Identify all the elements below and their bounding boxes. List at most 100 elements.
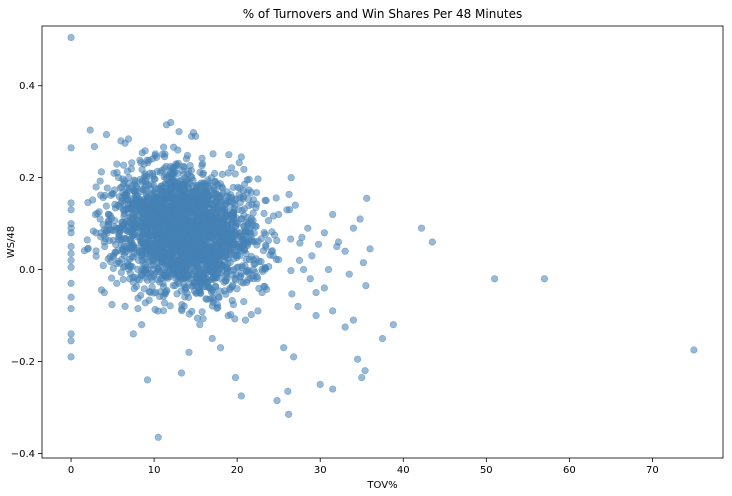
scatter-point: [96, 215, 104, 223]
scatter-point: [312, 311, 320, 320]
x-axis-ticks: 0 10 20 30 40 50 60 70: [68, 458, 659, 476]
scatter-point: [138, 250, 146, 258]
scatter-point: [200, 235, 208, 243]
scatter-point: [198, 308, 206, 316]
y-tick-label: 0.4: [19, 81, 35, 92]
scatter-point: [356, 215, 364, 223]
scatter-point: [273, 396, 281, 405]
scatter-point: [254, 307, 262, 315]
scatter-point: [150, 289, 158, 297]
scatter-point: [690, 346, 698, 354]
scatter-point: [244, 269, 253, 277]
scatter-point: [67, 263, 75, 271]
scatter-point: [248, 221, 256, 229]
y-tick-label: 0.0: [19, 265, 35, 276]
scatter-point: [67, 33, 75, 42]
scatter-point: [125, 255, 134, 263]
scatter-point: [349, 224, 358, 232]
scatter-point: [166, 213, 174, 221]
scatter-point: [237, 153, 245, 161]
scatter-point: [254, 237, 262, 245]
scatter-point: [158, 242, 167, 250]
scatter-point: [361, 367, 369, 375]
scatter-point: [202, 201, 210, 209]
scatter-point: [157, 275, 165, 283]
scatter-point: [272, 255, 280, 263]
scatter-point: [275, 210, 283, 219]
scatter-point: [208, 275, 216, 283]
scatter-point: [362, 282, 370, 290]
x-tick-label: 30: [314, 465, 327, 476]
scatter-point: [101, 242, 109, 251]
scatter-point: [173, 290, 181, 298]
x-tick-label: 70: [646, 465, 659, 476]
scatter-point: [272, 194, 280, 202]
scatter-point: [119, 161, 128, 169]
scatter-point: [92, 247, 100, 255]
scatter-point: [210, 189, 218, 197]
scatter-point: [202, 274, 210, 283]
scatter-point: [417, 224, 426, 232]
scatter-point: [199, 214, 207, 223]
scatter-point: [187, 172, 195, 181]
scatter-point: [213, 180, 221, 188]
scatter-point: [119, 275, 127, 284]
scatter-point: [225, 151, 233, 159]
scatter-point: [86, 126, 94, 134]
scatter-point: [136, 156, 144, 164]
scatter-point: [149, 169, 157, 178]
scatter-point: [213, 254, 221, 262]
scatter-point: [228, 164, 236, 172]
scatter-point: [187, 218, 195, 226]
scatter-point: [235, 191, 243, 199]
scatter-point: [199, 179, 208, 187]
scatter-point: [160, 164, 168, 172]
scatter-point: [124, 204, 133, 213]
scatter-point: [141, 299, 149, 307]
scatter-point: [173, 161, 181, 169]
scatter-point: [175, 128, 183, 136]
y-axis-ticks: −0.4 −0.2 0.0 0.2 0.4: [11, 81, 42, 460]
scatter-point: [150, 198, 158, 206]
scatter-point: [67, 243, 75, 251]
scatter-point: [209, 225, 217, 233]
scatter-point: [130, 285, 138, 293]
scatter-point: [237, 392, 245, 400]
scatter-point: [111, 217, 119, 225]
scatter-point: [247, 188, 255, 197]
scatter-point: [184, 208, 193, 216]
scatter-point: [359, 259, 368, 267]
scatter-point: [290, 353, 298, 361]
scatter-point: [121, 139, 129, 147]
scatter-point: [202, 295, 210, 303]
scatter-point: [284, 387, 292, 395]
scatter-point: [287, 267, 295, 275]
scatter-point: [232, 270, 240, 279]
scatter-point: [244, 195, 252, 203]
scatter-point: [341, 323, 349, 331]
scatter-point: [184, 293, 193, 301]
scatter-point: [203, 194, 211, 202]
scatter-point: [196, 321, 204, 329]
scatter-point: [198, 162, 206, 170]
scatter-point: [180, 281, 188, 289]
scatter-point: [159, 143, 168, 151]
scatter-point: [115, 224, 123, 232]
scatter-point: [113, 160, 121, 168]
scatter-point: [178, 261, 187, 270]
scatter-point: [174, 256, 182, 264]
scatter-point: [159, 183, 167, 192]
scatter-point: [201, 229, 209, 237]
scatter-point: [240, 298, 248, 306]
scatter-point: [130, 230, 138, 238]
scatter-point: [160, 173, 168, 181]
scatter-point: [209, 298, 217, 307]
scatter-point: [261, 230, 269, 238]
scatter-point: [216, 344, 225, 352]
scatter-point: [153, 233, 161, 241]
scatter-point: [169, 282, 177, 290]
scatter-point: [174, 146, 182, 154]
scatter-point: [264, 236, 273, 245]
scatter-point: [540, 275, 549, 283]
